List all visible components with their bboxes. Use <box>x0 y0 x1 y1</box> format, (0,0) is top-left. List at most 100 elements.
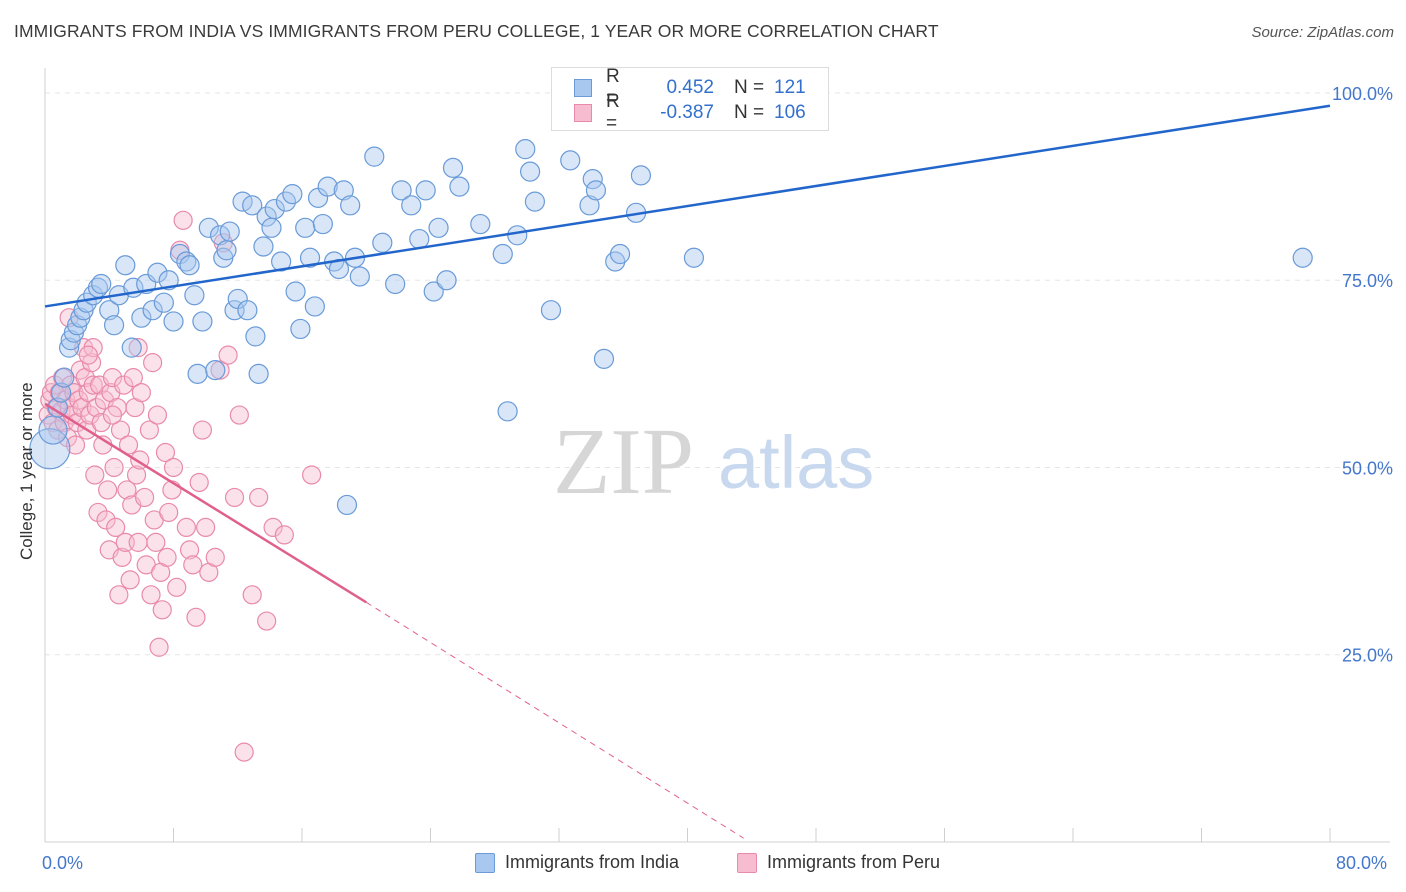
gridlines <box>45 92 1390 656</box>
india-point <box>176 251 197 272</box>
india-point <box>449 176 470 197</box>
india-point <box>38 415 68 445</box>
india-point <box>179 255 200 276</box>
india-point <box>264 198 285 220</box>
watermark-atlas: atlas <box>718 421 874 504</box>
india-point <box>216 240 237 261</box>
legend-india-r-value: 0.452 <box>666 77 714 98</box>
peru-trend-line <box>44 402 367 604</box>
india-point <box>415 180 436 201</box>
peru-point <box>157 547 177 567</box>
peru-point <box>112 547 132 567</box>
india-point <box>579 195 600 216</box>
peru-point <box>78 345 98 365</box>
india-point <box>99 300 120 321</box>
peru-point <box>159 502 179 523</box>
peru-point <box>98 480 118 500</box>
india-point <box>333 180 354 201</box>
peru-point <box>152 600 172 620</box>
india-point <box>147 262 168 283</box>
peru-point <box>65 435 86 455</box>
bottom-legend-swatch-india <box>475 852 495 873</box>
india-point <box>142 300 163 321</box>
india-point <box>290 318 311 340</box>
india-point <box>507 225 528 246</box>
india-point <box>582 169 603 190</box>
bottom-legend-peru-label: Immigrants from Peru <box>767 852 941 872</box>
peru-point <box>110 420 131 440</box>
india-point <box>282 183 303 205</box>
x-tick-min: 0.0% <box>42 853 84 873</box>
legend-peru-r-label: R = <box>606 91 620 134</box>
india-point <box>492 243 513 265</box>
peru-point <box>109 585 129 605</box>
india-point <box>91 273 112 295</box>
india-trend-line <box>44 104 1331 308</box>
peru-point <box>114 375 134 395</box>
chart-title: IMMIGRANTS FROM INDIA VS IMMIGRANTS FROM… <box>14 21 939 41</box>
india-point <box>540 300 562 321</box>
india-point <box>205 360 226 381</box>
peru-point <box>183 555 203 575</box>
india-point <box>519 161 541 182</box>
peru-point <box>91 412 111 433</box>
india-point <box>428 217 449 238</box>
peru-point <box>96 510 116 530</box>
peru-point <box>189 472 209 493</box>
peru-point <box>229 405 249 425</box>
india-point <box>349 266 370 287</box>
india-point <box>299 247 321 268</box>
legend-india-n-value: 121 <box>774 77 806 98</box>
legend-india-n-label: N = <box>734 77 765 98</box>
india-point <box>442 157 464 178</box>
y-tick-labels: 25.0% 50.0% 75.0% 100.0% <box>1332 84 1393 666</box>
y-tick-label: 100.0% <box>1332 84 1393 104</box>
peru-point <box>257 611 277 631</box>
peru-trend-extension <box>365 601 744 839</box>
india-point <box>47 397 68 418</box>
trend-lines <box>44 104 1331 839</box>
india-point <box>58 337 80 358</box>
legend-peru-n-label: N = <box>734 102 765 123</box>
india-point <box>158 270 179 291</box>
peru-point <box>210 360 230 380</box>
legend-peru-r-value: -0.387 <box>660 102 714 123</box>
peru-point <box>147 405 168 425</box>
peru-point <box>120 570 140 590</box>
peru-point <box>155 442 176 463</box>
india-point <box>163 311 184 332</box>
peru-point <box>102 405 123 425</box>
peru-point <box>139 420 160 440</box>
india-point <box>1292 247 1313 268</box>
y-tick-label: 75.0% <box>1342 271 1393 291</box>
y-axis-label: College, 1 year or more <box>17 382 36 560</box>
peru-point <box>249 487 269 508</box>
india-point <box>317 176 338 197</box>
india-point <box>184 285 205 306</box>
peru-point <box>146 532 166 552</box>
peru-point <box>149 637 169 657</box>
india-point <box>29 428 71 470</box>
peru-point <box>86 397 107 418</box>
india-point <box>261 217 282 238</box>
peru-point <box>80 405 100 425</box>
peru-point <box>117 480 137 500</box>
peru-point <box>176 517 196 538</box>
peru-point <box>104 457 124 478</box>
bottom-legend-swatch-peru <box>737 852 757 873</box>
india-point <box>54 367 75 388</box>
peru-point <box>196 517 216 538</box>
india-point <box>524 191 546 212</box>
watermark: ZIP atlas <box>553 410 874 514</box>
india-point <box>391 180 412 201</box>
india-point <box>304 296 325 317</box>
peru-point <box>102 368 123 388</box>
india-point <box>248 363 269 384</box>
peru-point <box>274 525 294 545</box>
india-point <box>50 382 72 403</box>
india-point <box>237 300 258 321</box>
india-point <box>364 146 385 167</box>
legend-row-peru: R = -0.387 N = 106 <box>574 91 806 134</box>
bottom-legend-india-label: Immigrants from India <box>505 852 680 872</box>
india-point <box>256 206 277 227</box>
